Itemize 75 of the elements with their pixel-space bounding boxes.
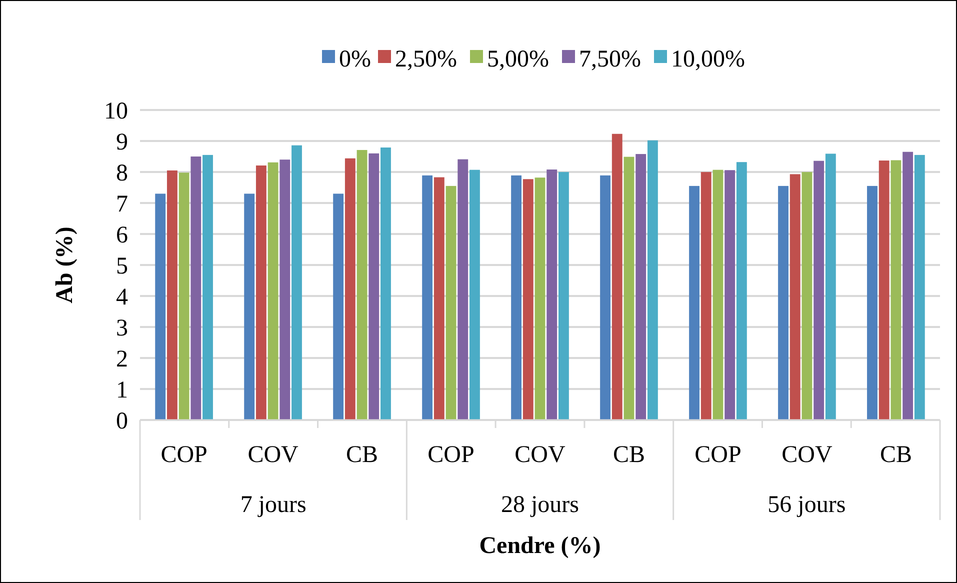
bar <box>778 186 788 420</box>
y-tick-label: 8 <box>116 160 128 186</box>
bar <box>470 170 480 420</box>
bar <box>825 154 836 420</box>
legend-label: 5,00% <box>487 46 549 72</box>
x-tick-label: COV <box>782 442 833 468</box>
bar <box>178 172 190 420</box>
x-tick-label: COV <box>514 442 566 468</box>
bar <box>814 160 824 420</box>
y-tick-label: 1 <box>116 377 128 404</box>
bar <box>522 179 534 420</box>
bar <box>867 186 878 420</box>
bar <box>724 170 736 420</box>
y-tick-label: 6 <box>116 222 128 248</box>
x-tick-label: COP <box>694 442 742 468</box>
bar <box>344 158 356 420</box>
bar <box>511 175 522 420</box>
legend-label: 0% <box>339 46 371 72</box>
bar <box>624 156 634 420</box>
y-tick-label: 3 <box>116 315 128 342</box>
bar <box>422 175 433 420</box>
bar <box>458 159 468 420</box>
x-tick-label: COP <box>428 442 474 468</box>
bar <box>292 145 302 420</box>
bar <box>600 175 610 420</box>
x-axis-title: Cendre (%) <box>479 533 601 559</box>
bar <box>712 170 724 420</box>
text: 56 jours <box>768 492 846 518</box>
bar <box>268 162 278 420</box>
bar <box>878 160 890 420</box>
bar <box>890 160 902 420</box>
bar <box>166 170 178 420</box>
bar <box>256 165 266 420</box>
bar <box>356 150 368 420</box>
x-tick-label: CB <box>612 442 645 468</box>
bar <box>612 134 622 420</box>
text: 28 jours <box>501 492 579 518</box>
bar <box>546 170 558 420</box>
bar <box>902 152 914 420</box>
y-tick-label: 4 <box>116 284 128 310</box>
legend-label: 10,00% <box>671 46 745 72</box>
bar <box>914 154 925 420</box>
y-tick-label: 2 <box>116 346 128 372</box>
bar <box>333 194 344 420</box>
bar <box>280 160 290 420</box>
x-tick-label: CB <box>346 442 378 468</box>
legend-label: 7,50% <box>579 46 641 72</box>
y-tick-label: 5 <box>116 253 128 280</box>
y-tick-label: 0 <box>116 408 128 434</box>
bar <box>736 162 747 420</box>
text: 7 jours <box>240 492 306 518</box>
bar <box>534 178 546 420</box>
x-tick-label: CB <box>880 442 912 468</box>
bar <box>446 186 456 420</box>
bar <box>700 172 712 420</box>
x-tick-label: COV <box>248 442 300 468</box>
y-tick-label: 10 <box>104 98 128 124</box>
bar <box>244 194 255 420</box>
bar <box>368 153 380 420</box>
x-tick-label: COP <box>160 442 208 468</box>
bar <box>790 174 800 420</box>
y-axis-title: Ab (%) <box>52 226 78 304</box>
bar <box>689 186 700 420</box>
bar <box>190 156 202 420</box>
bar <box>434 177 444 420</box>
y-tick-label: 7 <box>116 191 128 218</box>
bar <box>802 172 812 420</box>
bar <box>558 172 569 420</box>
legend-label: 2,50% <box>395 46 457 72</box>
bar <box>380 148 391 420</box>
bar <box>202 154 213 420</box>
bar <box>155 194 166 420</box>
y-tick-label: 9 <box>116 129 128 156</box>
bar <box>636 154 646 420</box>
bar <box>647 140 658 420</box>
